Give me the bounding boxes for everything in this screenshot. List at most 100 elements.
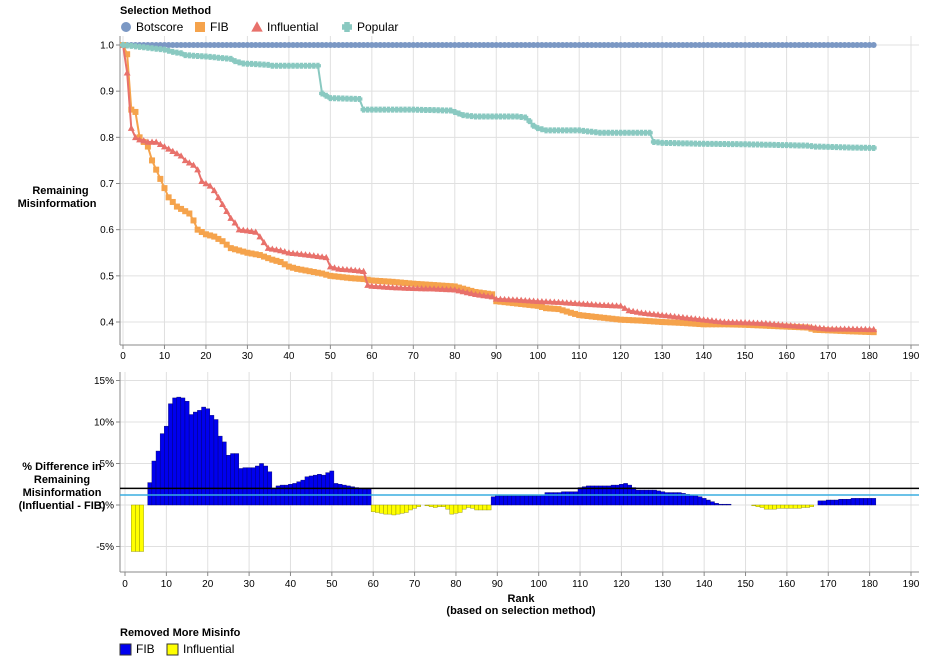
- fib-point: [149, 157, 156, 164]
- fib-point: [319, 270, 326, 277]
- influential-legend-swatch: [166, 643, 179, 656]
- influential-point: [712, 317, 720, 324]
- influential-point: [360, 267, 367, 274]
- botscore-point: [567, 42, 574, 48]
- botscore-point: [849, 42, 856, 48]
- botscore-point: [725, 42, 732, 48]
- influential-point: [268, 245, 276, 252]
- fib-point: [385, 278, 392, 285]
- fib-line: [122, 44, 874, 334]
- fib-bar: [246, 467, 252, 506]
- influential-point: [778, 321, 786, 328]
- top-x-tick-label: 40: [283, 351, 295, 362]
- influential-bar: [395, 504, 401, 515]
- fib-point: [679, 319, 686, 326]
- botscore-point: [700, 42, 707, 48]
- fib-point: [294, 265, 301, 272]
- botscore-point: [186, 42, 193, 48]
- fib-bar: [151, 460, 157, 506]
- botscore-point: [862, 42, 869, 48]
- botscore-point: [650, 42, 657, 48]
- botscore-point: [252, 42, 259, 48]
- influential-bar: [139, 504, 144, 552]
- bottom-plot: 15% 10% 5% 0% -5% 0 10 20 30 40 50 60 70 80 90 100 110 12…: [94, 372, 920, 590]
- botscore-point: [692, 42, 699, 48]
- botscore-point: [816, 42, 823, 48]
- botscore-point: [675, 42, 682, 48]
- fib-bar: [255, 465, 260, 506]
- bottom-x-tick-label: 100: [530, 579, 547, 590]
- fib-bar: [867, 498, 872, 506]
- influential-bar: [755, 504, 761, 507]
- fib-bar: [817, 500, 823, 506]
- influential-point: [633, 308, 641, 315]
- fib-point: [182, 208, 189, 215]
- fib-point: [360, 276, 367, 283]
- fib-bar: [639, 489, 645, 506]
- influential-point: [766, 320, 774, 327]
- botscore-point: [845, 42, 852, 48]
- botscore-point: [534, 42, 541, 48]
- influential-point: [347, 266, 355, 273]
- botscore-point: [397, 42, 404, 48]
- bottom-x-tick-label: 170: [820, 579, 837, 590]
- influential-point: [691, 315, 699, 322]
- influential-point: [679, 313, 687, 321]
- influential-point: [870, 325, 878, 333]
- influential-point: [331, 264, 338, 271]
- influential-point: [140, 137, 148, 144]
- influential-point: [812, 324, 820, 331]
- top-y-tick-label: 0.4: [100, 318, 114, 329]
- fib-point: [352, 275, 359, 282]
- top-x-tick-label: 150: [737, 351, 754, 362]
- fib-point: [310, 268, 317, 275]
- botscore-point: [285, 42, 292, 48]
- botscore-point: [215, 42, 222, 48]
- influential-bar: [404, 504, 409, 513]
- fib-point: [426, 281, 433, 288]
- fib-bar: [697, 496, 703, 506]
- fib-legend-label: FIB: [136, 642, 155, 656]
- fib-point: [190, 217, 197, 224]
- fib-point: [211, 233, 218, 240]
- fib-bar: [821, 500, 827, 506]
- influential-point: [650, 310, 658, 317]
- influential-point: [260, 238, 268, 246]
- fib-point: [514, 300, 520, 307]
- botscore-point: [236, 42, 243, 48]
- popular-point: [870, 144, 877, 151]
- influential-bar: [379, 504, 384, 514]
- top-legend-title: Selection Method: [120, 5, 211, 17]
- botscore-point: [580, 42, 587, 48]
- influential-point: [675, 313, 683, 320]
- botscore-point: [588, 42, 595, 48]
- botscore-point: [335, 42, 342, 48]
- fib-point: [613, 316, 620, 323]
- botscore-point: [717, 42, 724, 48]
- fib-point: [675, 319, 682, 326]
- fib-point: [522, 301, 529, 308]
- influential-bar: [408, 504, 413, 511]
- influential-point: [658, 311, 666, 318]
- fib-point: [207, 232, 214, 239]
- fib-point: [406, 280, 413, 287]
- influential-point: [281, 248, 289, 255]
- influential-point: [219, 200, 226, 208]
- influential-point: [252, 228, 260, 235]
- botscore-point: [758, 42, 765, 48]
- fib-bar: [722, 503, 728, 506]
- botscore-point: [791, 42, 798, 48]
- botscore-point: [601, 42, 608, 48]
- botscore-legend-label: Botscore: [136, 20, 184, 34]
- fib-point: [418, 281, 425, 288]
- botscore-point: [584, 42, 591, 48]
- botscore-point: [194, 42, 201, 48]
- influential-point: [289, 249, 297, 256]
- fib-bar: [569, 491, 575, 506]
- bottom-y-tick-label: 15%: [94, 376, 114, 387]
- botscore-point: [729, 42, 736, 48]
- fib-bar: [536, 495, 541, 506]
- influential-bar: [797, 504, 802, 509]
- botscore-point: [273, 42, 280, 48]
- botscore-point: [592, 42, 599, 48]
